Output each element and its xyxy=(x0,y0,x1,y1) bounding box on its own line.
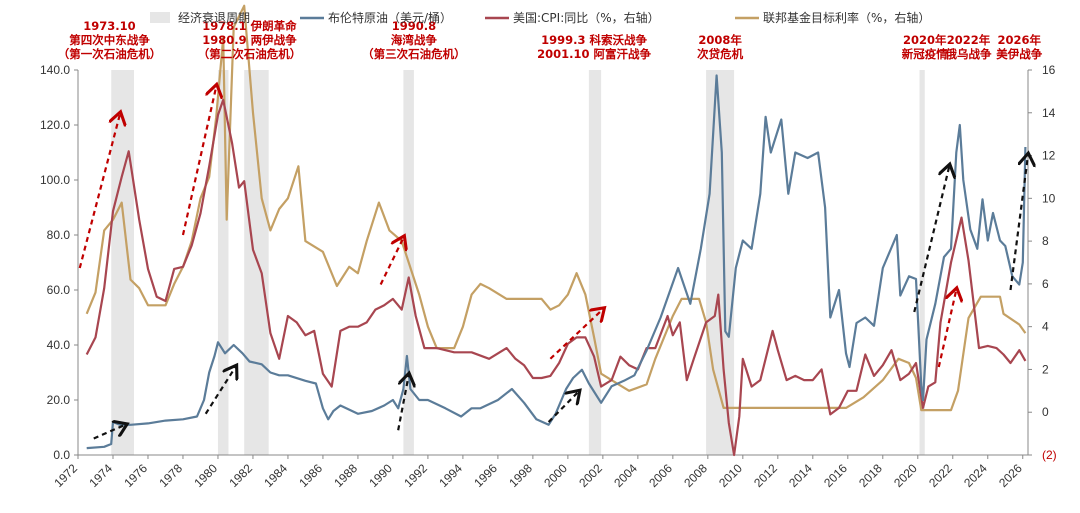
trend-arrow-black xyxy=(1009,155,1028,291)
x-tick-label: 1976 xyxy=(121,461,150,490)
x-tick-label: 1990 xyxy=(366,461,395,490)
right-tick-label: 4 xyxy=(1042,320,1049,334)
annotation-line: 俄乌战争 xyxy=(945,47,992,61)
legend-swatch-recession xyxy=(150,12,170,23)
trend-arrow-red xyxy=(549,309,602,360)
annotation-line: 2001.10 阿富汗战争 xyxy=(537,47,651,61)
right-tick-label: 12 xyxy=(1042,149,1056,163)
recession-band xyxy=(111,70,134,455)
x-tick-label: 1992 xyxy=(401,461,430,490)
x-tick-label: 1994 xyxy=(436,461,465,490)
trend-arrow-black xyxy=(397,375,408,431)
annotation-line: 2022年 xyxy=(947,33,991,47)
x-tick-label: 2014 xyxy=(786,461,815,490)
annotation-line: 2008年 xyxy=(698,33,742,47)
series-lines xyxy=(85,4,1027,457)
x-tick-label: 1996 xyxy=(471,461,500,490)
recession-band xyxy=(919,70,925,455)
annotation-line: 海湾战争 xyxy=(391,33,437,47)
annotation-line: 1973.10 xyxy=(83,19,135,33)
left-tick-label: 20.0 xyxy=(47,393,71,407)
x-tick-label: 1978 xyxy=(156,461,185,490)
legend-label-recession: 经济衰退周期 xyxy=(178,10,250,25)
trend-arrows xyxy=(78,87,1028,440)
x-tick-label: 1980 xyxy=(191,461,220,490)
left-tick-label: 100.0 xyxy=(40,173,70,187)
annotation-line: 美伊战争 xyxy=(996,47,1042,61)
recession-band xyxy=(217,70,229,455)
trend-arrow-black xyxy=(204,367,236,415)
x-tick-label: 2006 xyxy=(646,461,675,490)
trend-arrow-red xyxy=(181,87,216,236)
x-tick-label: 2016 xyxy=(821,461,850,490)
legend-label-fed: 联邦基金目标利率（%，右轴） xyxy=(763,10,930,25)
x-tick-label: 2020 xyxy=(891,461,920,490)
right-tick-label: (2) xyxy=(1042,448,1057,462)
x-tick-label: 2010 xyxy=(716,461,745,490)
trend-arrow-red xyxy=(937,290,956,368)
annotation-line: 次贷危机 xyxy=(697,47,743,61)
x-tick-label: 2026 xyxy=(996,461,1025,490)
trend-arrow-black xyxy=(913,166,949,313)
left-tick-label: 120.0 xyxy=(40,118,70,132)
trend-arrow-black xyxy=(93,425,125,440)
x-tick-label: 2024 xyxy=(961,461,990,490)
left-tick-label: 40.0 xyxy=(47,338,71,352)
x-tick-label: 1982 xyxy=(226,461,255,490)
x-tick-label: 1988 xyxy=(331,461,360,490)
x-tick-label: 1972 xyxy=(51,461,80,490)
x-tick-label: 1984 xyxy=(261,461,290,490)
annotation-line: 1980.9 两伊战争 xyxy=(202,33,297,47)
trend-arrow-red xyxy=(379,238,404,285)
annotation-line: 1999.3 科索沃战争 xyxy=(541,33,647,47)
annotation-line: （第二次石油危机） xyxy=(198,47,302,61)
series-line-cpi xyxy=(85,98,1027,457)
x-tick-label: 1974 xyxy=(86,461,115,490)
left-tick-label: 140.0 xyxy=(40,63,70,77)
annotation-line: 新冠疫情 xyxy=(902,47,948,61)
annotation-line: （第三次石油危机） xyxy=(362,47,466,61)
annotation-line: 1990.8 xyxy=(392,19,436,33)
x-tick-label: 1986 xyxy=(296,461,325,490)
recession-band xyxy=(244,70,269,455)
trend-arrow-black xyxy=(547,392,579,423)
annotation-line: 第四次中东战争 xyxy=(69,33,150,47)
left-tick-label: 0.0 xyxy=(53,448,70,462)
right-tick-label: 14 xyxy=(1042,106,1056,120)
x-tick-label: 2000 xyxy=(541,461,570,490)
annotation-line: 2020年 xyxy=(903,33,947,47)
annotation-line: 2026年 xyxy=(997,33,1041,47)
axes: 0.0 20.0 40.0 60.0 80.0 100.0 120.0 140.0 (2) 0 2 4… xyxy=(40,63,1057,490)
left-tick-label: 80.0 xyxy=(47,228,71,242)
x-tick-label: 2012 xyxy=(751,461,780,490)
right-tick-label: 0 xyxy=(1042,405,1049,419)
legend: 经济衰退周期 布伦特原油（美元/桶） 美国:CPI:同比（%，右轴） 联邦基金目标利率… xyxy=(150,10,930,25)
x-tick-label: 2004 xyxy=(611,461,640,490)
x-tick-label: 2018 xyxy=(856,461,885,490)
legend-label-cpi: 美国:CPI:同比（%，右轴） xyxy=(513,10,660,25)
recession-band xyxy=(588,70,602,455)
right-tick-label: 10 xyxy=(1042,191,1056,205)
x-tick-label: 2008 xyxy=(681,461,710,490)
annotation-line: 1978.1 伊朗革命 xyxy=(202,19,297,33)
series-line-brent xyxy=(86,74,1027,450)
annotation-line: （第一次石油危机） xyxy=(58,47,162,61)
x-tick-label: 2022 xyxy=(926,461,955,490)
right-tick-label: 6 xyxy=(1042,277,1049,291)
x-tick-label: 1998 xyxy=(506,461,535,490)
right-tick-label: 16 xyxy=(1042,63,1056,77)
right-tick-label: 8 xyxy=(1042,234,1049,248)
x-tick-label: 2002 xyxy=(576,461,605,490)
left-tick-label: 60.0 xyxy=(47,283,71,297)
right-tick-label: 2 xyxy=(1042,362,1049,376)
legend-label-brent: 布伦特原油（美元/桶） xyxy=(328,10,452,25)
